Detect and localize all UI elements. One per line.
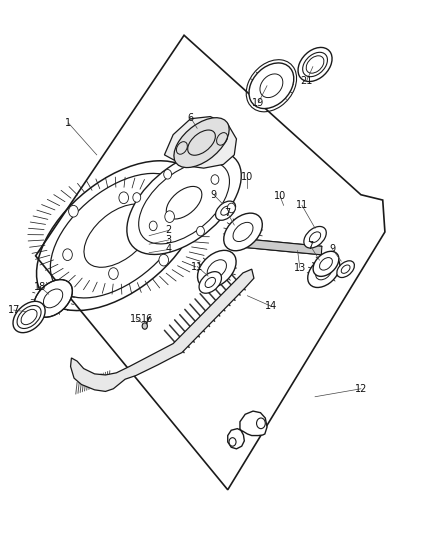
Text: 11: 11 — [296, 200, 308, 211]
Text: 10: 10 — [241, 172, 254, 182]
Circle shape — [69, 205, 78, 217]
Text: 21: 21 — [300, 77, 312, 86]
Ellipse shape — [127, 151, 241, 254]
Text: 14: 14 — [265, 301, 278, 311]
Circle shape — [197, 227, 205, 236]
Circle shape — [142, 323, 148, 329]
Circle shape — [159, 254, 169, 266]
Text: 13: 13 — [293, 263, 306, 272]
Ellipse shape — [298, 47, 332, 82]
Text: 6: 6 — [187, 112, 194, 123]
Circle shape — [133, 192, 141, 202]
Text: 7: 7 — [225, 208, 231, 219]
Ellipse shape — [215, 201, 236, 220]
Text: 15: 15 — [130, 313, 142, 324]
Circle shape — [227, 203, 235, 213]
Text: 1: 1 — [65, 118, 71, 128]
Text: 9: 9 — [329, 245, 336, 254]
Text: 11: 11 — [191, 262, 203, 271]
Polygon shape — [164, 117, 237, 168]
Text: 12: 12 — [355, 384, 367, 394]
Text: 3: 3 — [166, 235, 172, 245]
Ellipse shape — [198, 251, 236, 288]
Circle shape — [164, 169, 172, 179]
Text: 7: 7 — [307, 241, 314, 251]
Circle shape — [149, 221, 157, 231]
Ellipse shape — [304, 227, 326, 248]
Ellipse shape — [308, 256, 340, 287]
Text: 2: 2 — [166, 225, 172, 236]
Circle shape — [211, 175, 219, 184]
Circle shape — [165, 211, 174, 222]
Text: 16: 16 — [141, 313, 153, 324]
Text: 10: 10 — [274, 191, 286, 201]
Polygon shape — [228, 411, 267, 449]
Polygon shape — [35, 35, 385, 490]
Circle shape — [257, 418, 265, 429]
Circle shape — [119, 192, 128, 204]
Circle shape — [63, 249, 72, 261]
Text: 17: 17 — [7, 305, 20, 315]
Ellipse shape — [34, 280, 72, 317]
Text: 9: 9 — [211, 190, 217, 200]
Ellipse shape — [249, 63, 294, 109]
Ellipse shape — [13, 301, 45, 333]
Ellipse shape — [313, 251, 339, 277]
Text: 19: 19 — [252, 98, 265, 108]
Circle shape — [109, 268, 118, 279]
Ellipse shape — [337, 261, 354, 278]
Ellipse shape — [199, 272, 222, 293]
Text: 4: 4 — [166, 245, 172, 254]
Text: 18: 18 — [34, 282, 46, 292]
Polygon shape — [238, 238, 322, 255]
Circle shape — [229, 438, 236, 446]
Polygon shape — [71, 269, 254, 391]
Ellipse shape — [174, 118, 229, 167]
Ellipse shape — [224, 213, 262, 251]
